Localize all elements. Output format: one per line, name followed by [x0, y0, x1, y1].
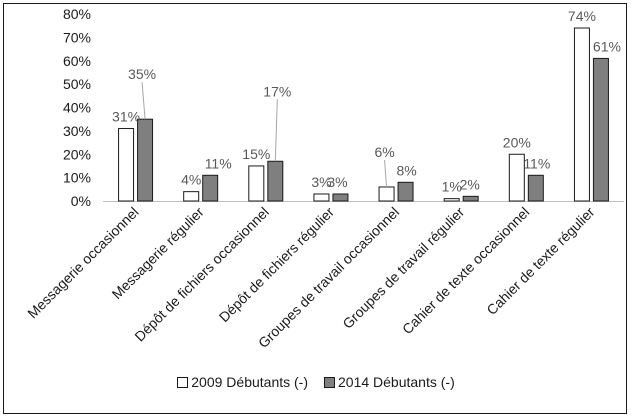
bar-2009 — [313, 193, 330, 202]
x-category-label: Groupes de travail régulier — [339, 204, 467, 332]
chart-frame — [3, 3, 627, 414]
data-label: 31% — [112, 109, 140, 125]
data-label: 20% — [503, 134, 531, 150]
bar-2014 — [267, 160, 284, 202]
y-tick-label: 70% — [63, 29, 91, 45]
y-tick-label: 0% — [71, 193, 91, 209]
y-tick-label: 80% — [63, 6, 91, 22]
bar-2014 — [527, 174, 544, 202]
data-label: 3% — [327, 174, 347, 190]
bar-2009 — [378, 186, 395, 202]
data-label: 61% — [593, 38, 621, 54]
legend-item-2009: 2009 Débutants (-) — [177, 374, 308, 390]
bar-2009 — [118, 128, 135, 202]
legend-label-2014: 2014 Débutants (-) — [338, 374, 455, 390]
bar-2014 — [592, 57, 609, 202]
bar-layer — [118, 27, 609, 202]
legend-swatch-2014 — [324, 376, 335, 388]
bar-2009 — [183, 191, 200, 202]
x-category-label: Groupes de travail occasionnel — [255, 204, 402, 351]
data-label: 1% — [442, 179, 462, 195]
data-label-leader — [141, 82, 146, 120]
label-layer: 31%35%4%11%15%17%3%3%6%8%1%2%20%11%74%61… — [112, 8, 621, 195]
data-label-leader — [384, 159, 388, 188]
legend: 2009 Débutants (-) 2014 Débutants (-) — [0, 374, 632, 393]
data-label: 74% — [568, 8, 596, 24]
legend-label-2009: 2009 Débutants (-) — [191, 374, 308, 390]
data-label: 2% — [460, 176, 480, 192]
y-tick-label: 20% — [63, 146, 91, 162]
bar-2009 — [573, 27, 590, 202]
bar-2014 — [137, 118, 154, 202]
x-category-label: Messagerie occasionnel — [24, 204, 142, 322]
x-category-label: Cahier de texte occasionnel — [399, 204, 532, 337]
y-tick-label: 50% — [63, 76, 91, 92]
bar-2009 — [508, 153, 525, 202]
data-label: 11% — [523, 155, 550, 171]
x-category-label: Dépôt de fichiers régulier — [216, 204, 338, 326]
data-label: 15% — [242, 146, 270, 162]
data-label: 4% — [181, 172, 201, 188]
bar-2014 — [397, 181, 414, 202]
data-label: 17% — [263, 83, 291, 99]
bar-2009 — [443, 198, 460, 202]
y-tick-label: 10% — [63, 170, 91, 186]
x-category-label: Dépôt de fichiers occasionnel — [131, 204, 272, 345]
data-label: 11% — [205, 155, 232, 171]
y-tick-label: 40% — [63, 100, 91, 116]
data-label: 6% — [374, 144, 394, 160]
bar-2014 — [202, 174, 219, 202]
data-label: 3% — [311, 174, 331, 190]
y-tick-label: 30% — [63, 123, 91, 139]
y-tick-label: 60% — [63, 53, 91, 69]
data-label: 8% — [396, 162, 416, 178]
bar-2014 — [332, 193, 349, 202]
x-category-label: Cahier de texte régulier — [483, 204, 597, 318]
bar-2009 — [248, 165, 265, 202]
data-label-leader — [274, 99, 278, 162]
bar-2014 — [462, 195, 479, 202]
legend-swatch-2009 — [177, 376, 189, 388]
legend-item-2014: 2014 Débutants (-) — [324, 374, 455, 390]
data-label: 35% — [128, 66, 156, 82]
